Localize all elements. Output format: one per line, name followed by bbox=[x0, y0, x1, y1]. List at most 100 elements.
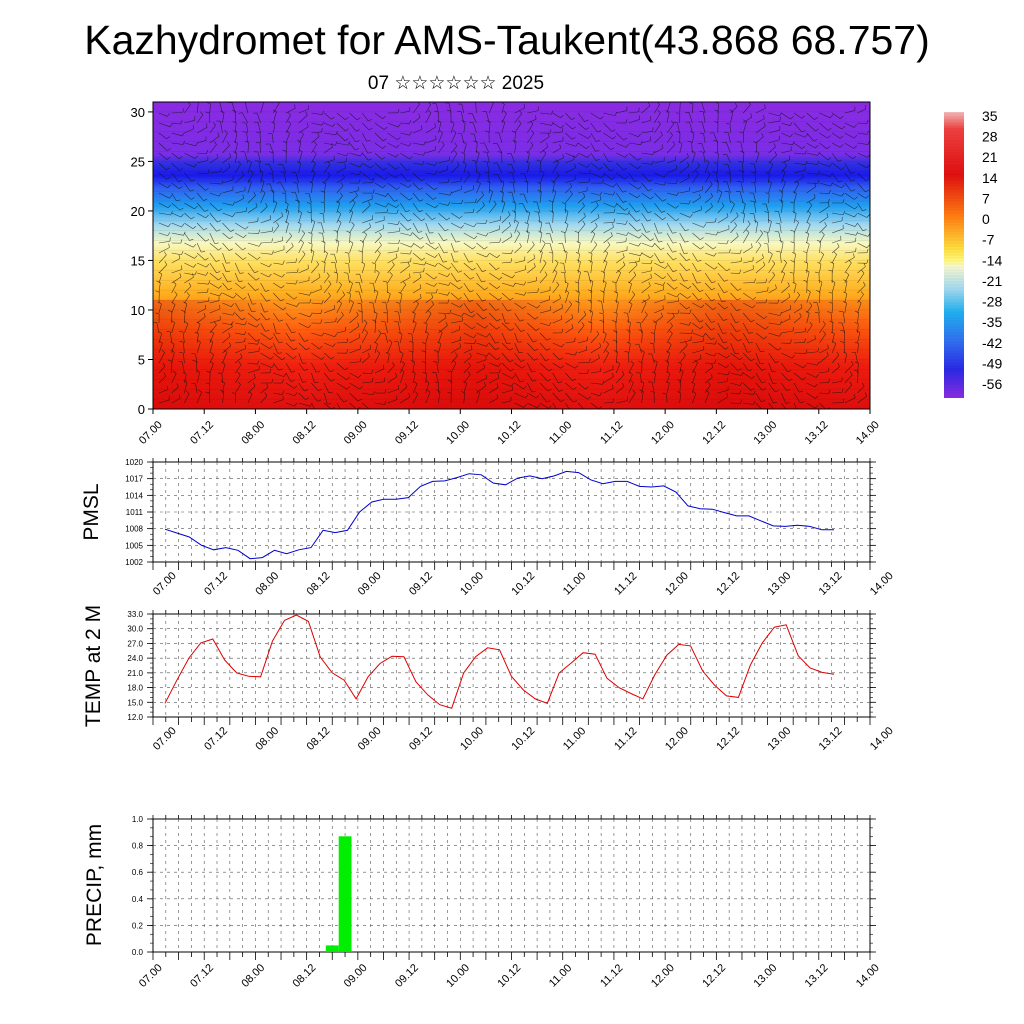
wind-barb bbox=[590, 261, 593, 274]
wind-barb bbox=[247, 394, 253, 404]
wind-barb-flag bbox=[690, 381, 695, 385]
wind-barb-flag bbox=[605, 350, 609, 354]
precip-x-tick-label: 10.12 bbox=[495, 962, 523, 990]
wind-barb-flag bbox=[155, 312, 160, 315]
wind-barb-flag bbox=[434, 110, 439, 113]
wind-barb-flag bbox=[232, 213, 236, 217]
pmsl-y-tick-label: 1011 bbox=[126, 508, 144, 517]
wind-barb bbox=[514, 402, 524, 408]
wind-barb-flag bbox=[261, 190, 266, 194]
wind-barb bbox=[385, 302, 388, 314]
wind-barb bbox=[857, 272, 865, 284]
wind-barb-flag bbox=[750, 388, 755, 391]
wind-barb-flag bbox=[408, 142, 412, 147]
wind-barb bbox=[730, 236, 739, 244]
wind-barb bbox=[158, 333, 162, 344]
wind-barb bbox=[234, 364, 242, 374]
pmsl-x-tick-label: 07.12 bbox=[202, 570, 230, 598]
wind-barb bbox=[196, 361, 198, 374]
wind-barb bbox=[666, 301, 679, 304]
wind-barb-flag bbox=[422, 371, 427, 374]
wind-barb-flag bbox=[228, 287, 233, 291]
wind-barb-flag bbox=[484, 130, 489, 133]
wind-barb bbox=[563, 263, 566, 274]
wind-barb-flag bbox=[560, 399, 565, 402]
wind-barb-flag bbox=[787, 410, 791, 411]
wind-barb-flag bbox=[712, 246, 717, 250]
wind-barb bbox=[158, 247, 170, 254]
wind-barb-flag bbox=[485, 374, 487, 379]
wind-barb-flag bbox=[472, 246, 476, 250]
wind-barb-flag bbox=[245, 207, 248, 212]
wind-barb-flag bbox=[769, 251, 773, 255]
wind-barb-flag bbox=[714, 340, 717, 345]
wind-barb bbox=[450, 262, 459, 273]
wind-barb bbox=[486, 111, 490, 124]
wind-barb bbox=[755, 382, 763, 391]
wind-barb bbox=[666, 144, 676, 154]
wind-barb-flag bbox=[699, 193, 701, 198]
wind-barb-flag bbox=[777, 347, 782, 351]
wind-barb bbox=[603, 333, 607, 344]
wind-barb bbox=[778, 211, 782, 224]
wind-barb bbox=[336, 122, 346, 132]
wind-barb-flag bbox=[217, 372, 223, 374]
wind-barb-flag bbox=[815, 144, 819, 149]
wind-barb bbox=[235, 348, 246, 354]
section-x-tick-label: 10.12 bbox=[495, 419, 523, 447]
wind-barb-flag bbox=[196, 321, 201, 325]
wind-barb bbox=[323, 253, 328, 264]
wind-barb bbox=[577, 292, 580, 304]
wind-barb bbox=[717, 181, 719, 194]
wind-barb-flag bbox=[291, 339, 296, 342]
wind-barb bbox=[336, 222, 342, 234]
wind-barb bbox=[183, 352, 185, 364]
wind-barb-flag bbox=[395, 174, 399, 179]
wind-barb-flag bbox=[218, 285, 222, 289]
wind-barb bbox=[857, 343, 859, 354]
wind-barb-flag bbox=[509, 297, 514, 301]
wind-barb bbox=[450, 381, 452, 394]
wind-barb-flag bbox=[817, 261, 822, 265]
wind-barb bbox=[590, 244, 598, 254]
wind-barb bbox=[730, 225, 737, 234]
wind-barb bbox=[222, 145, 230, 154]
wind-barb-flag bbox=[326, 272, 330, 276]
wind-barb-flag bbox=[722, 153, 727, 156]
wind-barb bbox=[806, 392, 816, 399]
wind-barb bbox=[819, 225, 827, 234]
wind-barb bbox=[400, 293, 403, 304]
wind-barb bbox=[578, 362, 590, 364]
section-y-tick-label: 5 bbox=[138, 352, 145, 367]
wind-barb bbox=[476, 252, 487, 258]
temp2m-series-line bbox=[164, 614, 835, 709]
wind-barb-flag bbox=[711, 281, 716, 284]
wind-barb-flag bbox=[391, 261, 395, 266]
wind-barb-flag bbox=[569, 182, 573, 187]
wind-barb bbox=[298, 372, 303, 383]
wind-barb-flag bbox=[285, 209, 289, 212]
wind-barb bbox=[781, 330, 794, 334]
wind-barb bbox=[755, 245, 762, 254]
wind-barb-flag bbox=[419, 237, 424, 240]
wind-barb bbox=[387, 142, 397, 148]
wind-barb bbox=[806, 362, 818, 366]
wind-barb bbox=[701, 143, 706, 154]
wind-barb bbox=[603, 262, 608, 274]
wind-barb bbox=[387, 172, 396, 179]
wind-barb bbox=[806, 312, 810, 324]
wind-barb bbox=[222, 179, 234, 184]
wind-barb bbox=[285, 235, 292, 244]
wind-barb bbox=[704, 392, 710, 404]
wind-barb bbox=[285, 332, 292, 342]
wind-barb bbox=[260, 352, 271, 360]
wind-barb bbox=[577, 382, 586, 390]
wind-barb bbox=[400, 162, 407, 171]
wind-barb bbox=[590, 281, 594, 294]
precip-x-tick-label: 09.00 bbox=[342, 962, 370, 990]
wind-barb bbox=[781, 308, 791, 314]
wind-barb-flag bbox=[407, 179, 412, 182]
wind-barb bbox=[311, 312, 321, 314]
wind-barb bbox=[425, 192, 434, 200]
wind-barb bbox=[857, 285, 866, 294]
